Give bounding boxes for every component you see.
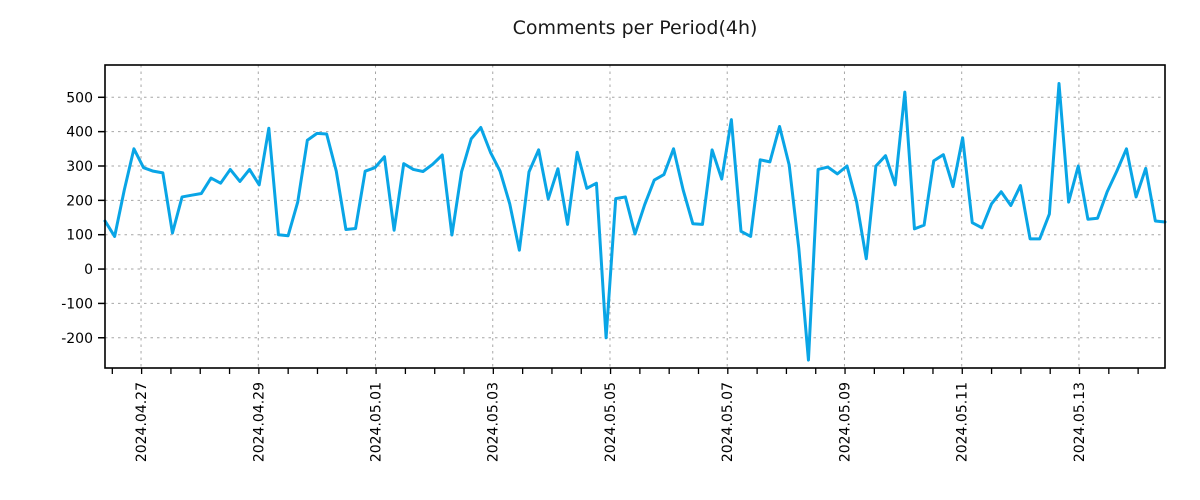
y-tick-label: -200 [61, 331, 93, 347]
x-tick-label: 2024.05.01 [369, 382, 385, 462]
y-tick-label: 500 [66, 90, 93, 106]
x-tick-label: 2024.05.09 [837, 382, 853, 462]
axis-layer: -200 -100 0 100 200 300 400 500 2024.04.27 2024.0… [61, 64, 1166, 462]
x-tick-label: 2024.05.03 [486, 382, 502, 462]
y-tick-label: 300 [66, 159, 93, 175]
data-series-layer [103, 82, 1167, 362]
y-tick-label: 400 [66, 125, 93, 141]
x-tick-label: 2024.05.11 [955, 382, 971, 462]
x-tick-label: 2024.05.13 [1072, 382, 1088, 462]
plot-border [104, 64, 1166, 369]
x-tick-label: 2024.04.29 [251, 382, 267, 462]
y-tick-label: 0 [84, 262, 93, 278]
chart-title: Comments per Period(4h) [513, 17, 758, 39]
y-tick-label: 100 [66, 228, 93, 244]
grid-layer [105, 65, 1165, 368]
x-tick-label: 2024.04.27 [134, 382, 150, 462]
comments-line-series [103, 82, 1167, 362]
x-tick-label: 2024.05.07 [720, 382, 736, 462]
x-tick-label: 2024.05.05 [603, 382, 619, 462]
y-tick-label: 200 [66, 193, 93, 209]
y-tick-label: -100 [61, 296, 93, 312]
